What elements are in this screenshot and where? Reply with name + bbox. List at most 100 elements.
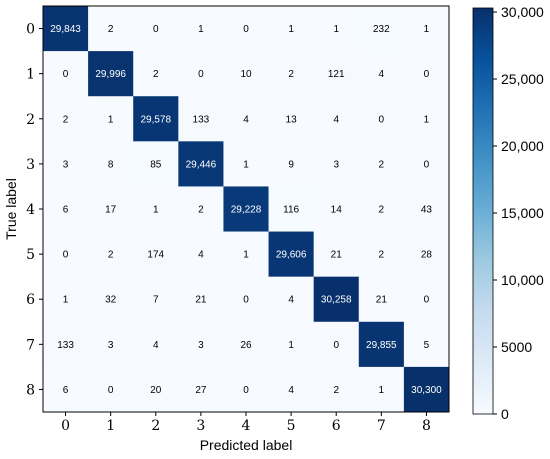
- cell-value-label: 133: [193, 114, 210, 125]
- x-axis-label: Predicted label: [200, 437, 293, 453]
- colorbar-tick-label: 10,000: [501, 272, 544, 288]
- heatmap-cell: [223, 276, 269, 323]
- heatmap-cell: [403, 186, 450, 232]
- cell-value-label: 133: [57, 340, 74, 351]
- heatmap-cell: [313, 186, 360, 232]
- y-tick-label: 3: [26, 157, 35, 173]
- cell-value-label: 2: [153, 69, 159, 80]
- heatmap-cell: [403, 231, 450, 277]
- y-tick-label: 2: [26, 112, 35, 128]
- heatmap-cell: [313, 51, 360, 97]
- cell-value-label: 0: [153, 24, 159, 35]
- cell-value-label: 32: [105, 295, 117, 306]
- heatmap-cell: [403, 276, 450, 323]
- heatmap-cell: [178, 51, 224, 97]
- cell-value-label: 6: [63, 205, 69, 216]
- cell-value-label: 4: [153, 340, 159, 351]
- cell-value-label: 0: [243, 385, 249, 396]
- heatmap-cell: [178, 231, 224, 277]
- heatmap-cell: [313, 141, 360, 187]
- cell-value-label: 0: [198, 69, 204, 80]
- cell-value-label: 3: [63, 159, 69, 170]
- x-tick-label: 5: [287, 418, 296, 434]
- cell-value-label: 1: [108, 114, 114, 125]
- cell-value-label: 29,578: [140, 114, 171, 125]
- cell-value-label: 3: [333, 159, 339, 170]
- y-tick-label: 6: [26, 292, 35, 308]
- heatmap-cell: [178, 321, 224, 368]
- heatmap-cell: [88, 141, 134, 187]
- heatmap-cell: [133, 231, 179, 277]
- cell-value-label: 43: [421, 205, 433, 216]
- cell-value-label: 4: [379, 69, 385, 80]
- heatmap-cell: [268, 186, 314, 232]
- x-tick-label: 0: [61, 418, 70, 434]
- cell-value-label: 232: [373, 24, 390, 35]
- heatmap-cell: [358, 231, 405, 277]
- heatmap-cell: [223, 6, 269, 52]
- cell-value-label: 4: [243, 114, 249, 125]
- heatmap-cell: [43, 186, 89, 232]
- heatmap-cell: [313, 321, 360, 368]
- cell-value-label: 4: [333, 114, 339, 125]
- heatmap-cell: [88, 231, 134, 277]
- cell-value-label: 8: [108, 159, 114, 170]
- heatmap-cell: [178, 6, 224, 52]
- cell-value-label: 29,446: [186, 159, 217, 170]
- heatmap-cell: [43, 366, 89, 413]
- cell-value-label: 2: [288, 69, 294, 80]
- heatmap-cell: [268, 321, 314, 368]
- cell-value-label: 174: [147, 250, 164, 261]
- heatmap-cell: [403, 141, 450, 187]
- heatmap-cell: [223, 366, 269, 413]
- heatmap-cell: [43, 276, 89, 323]
- heatmap-cell: [133, 6, 179, 52]
- cell-value-label: 2: [108, 24, 114, 35]
- cell-value-label: 1: [288, 24, 294, 35]
- heatmap-cells: 29,843 2 0 1 0 1 1 232 10 29,996 2 0 10 2 121 4 02 1 29,57…: [43, 6, 450, 413]
- cell-value-label: 29,606: [276, 250, 307, 261]
- x-tick-label: 7: [377, 418, 386, 434]
- cell-value-label: 2: [333, 385, 339, 396]
- cell-value-label: 1: [198, 24, 204, 35]
- cell-value-label: 0: [63, 69, 69, 80]
- heatmap-cell: [268, 231, 314, 277]
- cell-value-label: 30,258: [321, 295, 352, 306]
- heatmap-cell: [313, 6, 360, 52]
- cell-value-label: 4: [288, 385, 294, 396]
- heatmap-cell: [223, 186, 269, 232]
- heatmap-cell: [313, 96, 360, 142]
- cell-value-label: 0: [243, 295, 249, 306]
- cell-value-label: 13: [286, 114, 298, 125]
- heatmap-cell: [88, 6, 134, 52]
- cell-value-label: 6: [63, 385, 69, 396]
- cell-value-label: 1: [424, 24, 430, 35]
- heatmap-cell: [88, 321, 134, 368]
- cell-value-label: 29,228: [231, 205, 262, 216]
- heatmap-cell: [358, 366, 405, 413]
- cell-value-label: 116: [283, 205, 299, 216]
- heatmap-cell: [133, 276, 179, 323]
- x-axis-ticks: 0 1 2 3 4 5 6 7 8: [61, 412, 431, 434]
- cell-value-label: 2: [63, 114, 69, 125]
- cell-value-label: 0: [333, 340, 339, 351]
- cell-value-label: 121: [328, 69, 345, 80]
- y-tick-label: 4: [26, 202, 35, 218]
- cell-value-label: 10: [240, 69, 252, 80]
- cell-value-label: 1: [333, 24, 339, 35]
- x-tick-label: 2: [151, 418, 160, 434]
- cell-value-label: 0: [243, 24, 249, 35]
- heatmap-cell: [43, 96, 89, 142]
- heatmap-cell: [358, 51, 405, 97]
- cell-value-label: 28: [421, 250, 433, 261]
- colorbar-tick-label: 30,000: [501, 4, 544, 20]
- heatmap-cell: [43, 231, 89, 277]
- heatmap-cell: [313, 276, 360, 323]
- cell-value-label: 26: [240, 340, 252, 351]
- cell-value-label: 0: [108, 385, 114, 396]
- cell-value-label: 4: [288, 295, 294, 306]
- cell-value-label: 3: [108, 340, 114, 351]
- heatmap-cell: [223, 51, 269, 97]
- heatmap-cell: [358, 6, 405, 52]
- x-tick-label: 6: [332, 418, 341, 434]
